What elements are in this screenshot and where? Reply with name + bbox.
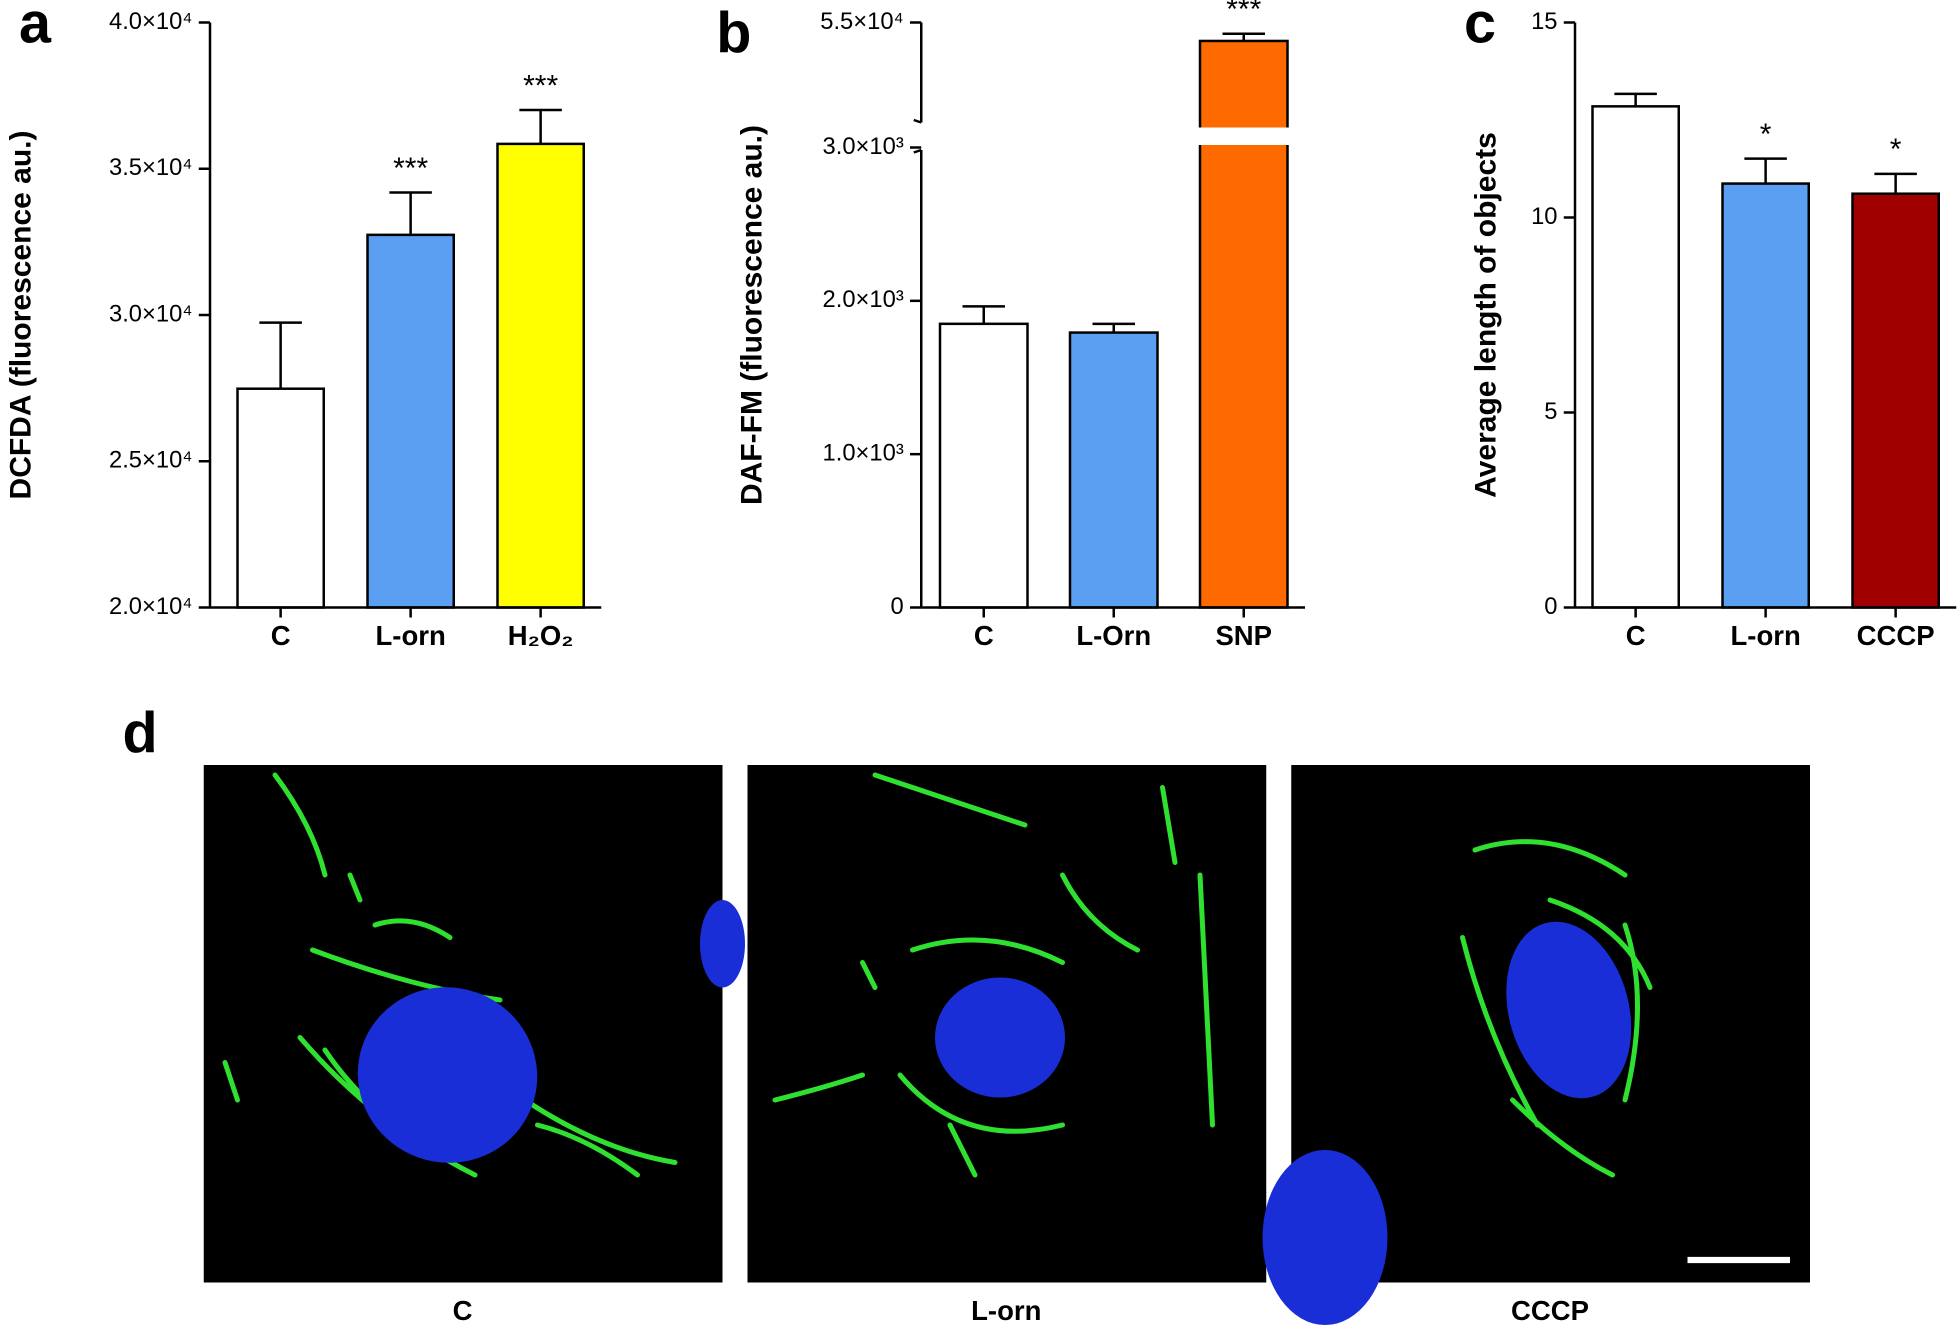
significance: ***	[393, 152, 428, 185]
nucleus	[1506, 921, 1632, 1099]
y-tick-label: 3.0×10⁴	[109, 300, 193, 327]
bar	[1591, 105, 1680, 609]
image-label: CCCP	[1511, 1295, 1589, 1326]
significance: *	[1760, 118, 1772, 151]
y-tick-label: 3.5×10⁴	[109, 154, 193, 181]
y-axis-title: Average length of objects	[1469, 132, 1502, 498]
error-bar	[1744, 157, 1787, 184]
axis-break-gap	[1196, 127, 1292, 145]
y-tick-label: 3.0×10³	[823, 133, 904, 160]
panel-letter: d	[122, 702, 157, 766]
x-tick-label: L-orn	[1730, 620, 1800, 651]
y-axis-title: DAF-FM (fluorescence au.)	[736, 125, 769, 505]
x-tick-label: H₂O₂	[508, 620, 574, 651]
x-tick-label: L-orn	[375, 620, 445, 651]
error-bar	[519, 108, 562, 144]
y-tick-label: 5	[1544, 398, 1557, 425]
bar	[938, 322, 1029, 609]
y-tick-label: 4.0×10⁴	[109, 8, 193, 35]
significance: *	[1890, 133, 1902, 166]
bar	[496, 142, 585, 609]
bar	[236, 387, 325, 609]
bar	[366, 233, 455, 609]
error-bar	[1874, 172, 1917, 194]
panel-letter: c	[1464, 0, 1496, 56]
bar	[1851, 192, 1940, 609]
y-tick-label: 0	[891, 593, 904, 620]
nucleus	[357, 987, 538, 1163]
nucleus	[935, 977, 1065, 1098]
bar	[1198, 39, 1289, 609]
error-bar	[259, 321, 302, 389]
significance: ***	[523, 69, 558, 102]
y-tick-label: 2.0×10⁴	[109, 593, 193, 620]
x-tick-label: C	[271, 620, 291, 651]
x-tick-label: CCCP	[1857, 620, 1935, 651]
y-axis-title: DCFDA (fluorescence au.)	[4, 131, 37, 500]
y-tick-label: 15	[1531, 8, 1557, 35]
y-tick-label: 2.0×10³	[823, 286, 904, 313]
axis-break	[913, 118, 922, 154]
x-tick-label: C	[1626, 620, 1646, 651]
y-tick-label: 0	[1544, 593, 1557, 620]
error-bar	[1614, 92, 1657, 107]
error-bar	[1092, 322, 1135, 333]
x-tick-label: C	[974, 620, 994, 651]
y-tick-label: 2.5×10⁴	[109, 447, 193, 474]
error-bar	[962, 305, 1005, 324]
y-tick-label: 1.0×10³	[823, 439, 904, 466]
image-label: L-orn	[971, 1295, 1041, 1326]
panel-letter: b	[716, 2, 751, 66]
nucleus	[700, 900, 745, 988]
error-bar	[389, 191, 432, 235]
nucleus	[1262, 1150, 1388, 1325]
image-label: C	[453, 1295, 473, 1326]
error-bar	[1222, 32, 1265, 41]
microscopy-panel: d C L-orn CCCP	[122, 702, 1810, 1326]
y-tick-label: 10	[1531, 203, 1557, 230]
significance: ***	[1226, 0, 1261, 26]
x-tick-label: SNP	[1215, 620, 1272, 651]
panel-letter: a	[19, 0, 52, 56]
x-tick-label: L-Orn	[1076, 620, 1151, 651]
bar	[1068, 331, 1159, 609]
y-tick-label: 5.5×10⁴	[820, 8, 904, 35]
bar	[1721, 182, 1810, 609]
